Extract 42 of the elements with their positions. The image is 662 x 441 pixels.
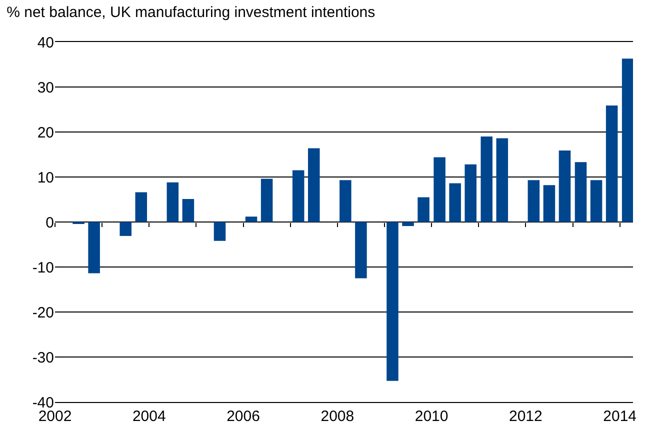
bar [292,170,304,222]
bar [88,222,100,274]
bar [464,164,476,222]
bar [340,180,352,222]
bar [543,185,556,222]
y-tick-label: -30 [32,349,54,366]
bar [496,138,508,222]
x-tick-label: 2004 [132,408,166,425]
bar [260,178,273,222]
bar [528,180,540,222]
y-tick-label: -20 [32,304,54,322]
bar [449,183,461,222]
y-tick-label: 30 [37,79,54,96]
y-tick-label: -10 [32,259,54,276]
bar [120,222,132,236]
x-tick-label: 2008 [320,408,354,425]
bar [214,222,226,241]
bar [418,197,430,222]
x-tick-label: 2014 [603,408,637,425]
y-tick-label: 0 [46,214,54,232]
bar [480,136,492,222]
bar [434,157,446,222]
bar [606,105,618,222]
bar [558,150,571,222]
bar [355,222,367,278]
bar [386,222,398,381]
bar [182,199,194,222]
bar [622,58,633,222]
bar [574,162,587,222]
bar [308,148,320,222]
y-tick-label: 10 [37,169,54,186]
y-tick-label: 20 [37,124,54,142]
bar [166,182,179,222]
y-tick-label: 40 [37,34,54,52]
bar [135,192,148,222]
bar [402,222,414,226]
bar [245,216,258,222]
bar [590,180,602,222]
chart-title: % net balance, UK manufacturing investment intentions [6,4,376,22]
x-tick-label: 2006 [226,408,260,425]
x-tick-label: 2010 [414,408,448,425]
x-tick-label: 2012 [508,408,542,425]
